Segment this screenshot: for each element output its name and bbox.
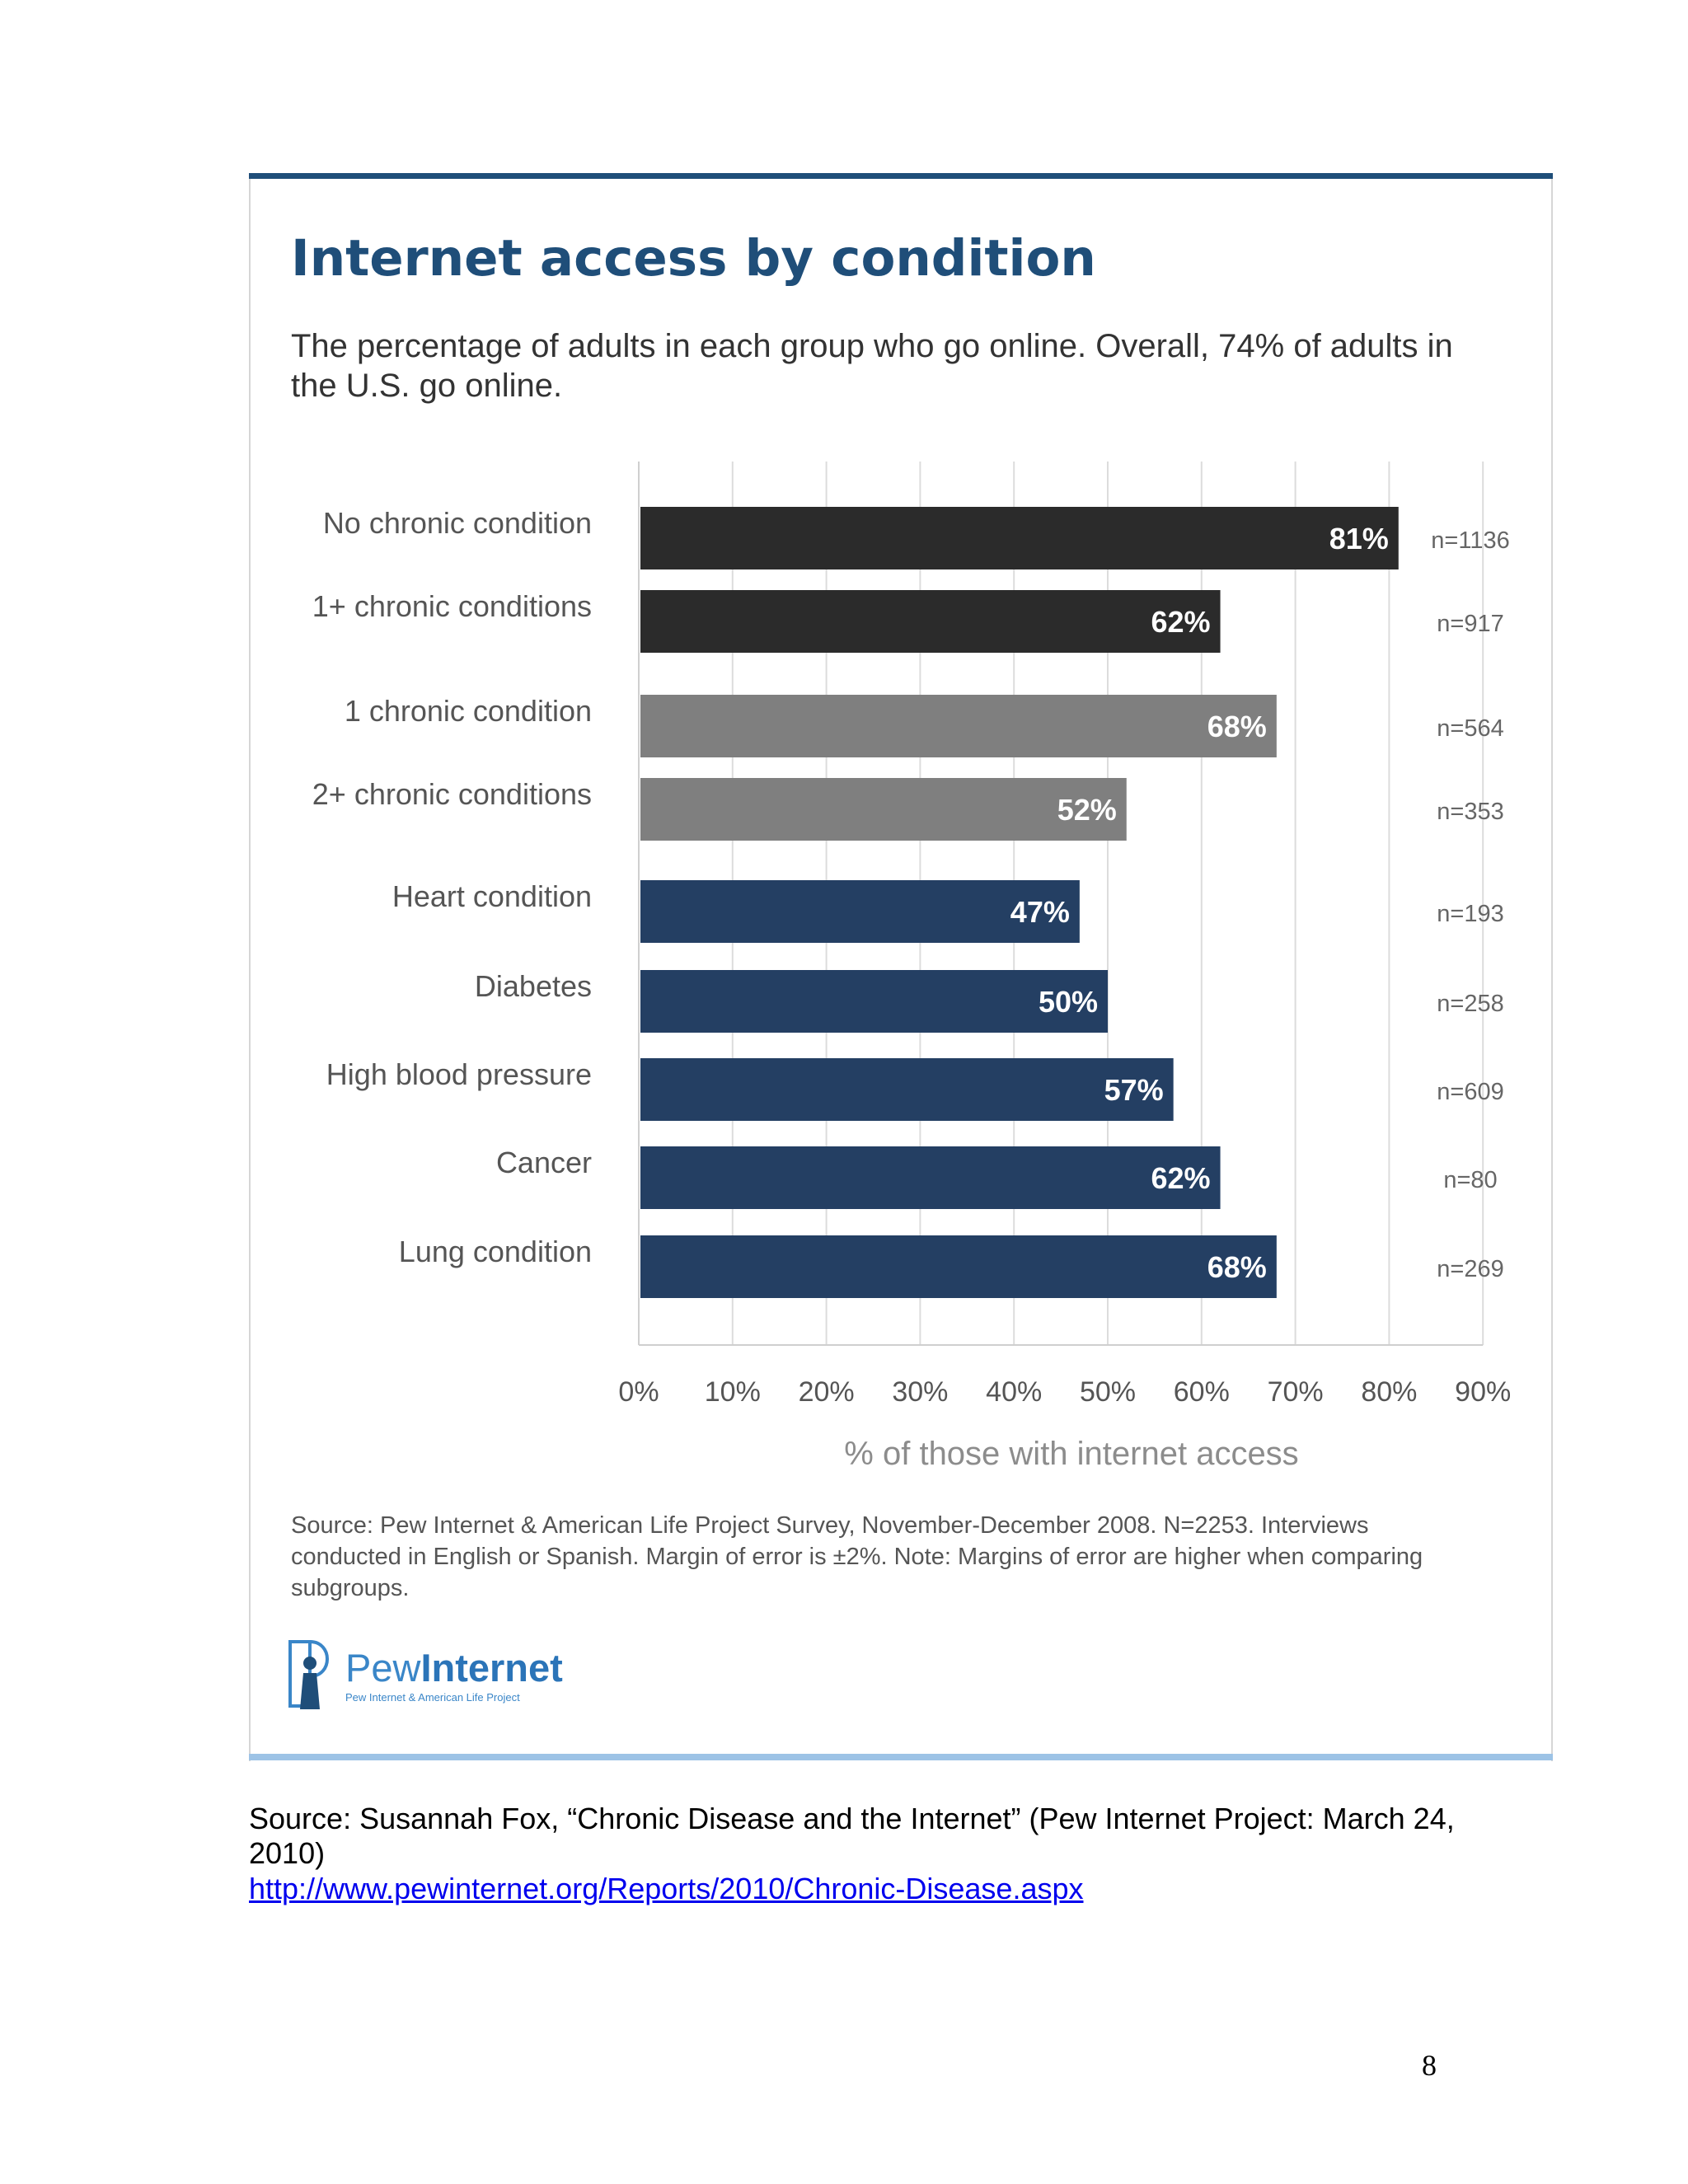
sample-size-label: n=609 (1437, 1079, 1503, 1105)
sample-size-label: n=353 (1437, 799, 1503, 825)
x-tick-label: 20% (799, 1376, 855, 1408)
pew-internet-logo: PewInternet Pew Internet & American Life… (285, 1638, 565, 1714)
labels: 0% 10% 20% 30% 40% 50% 60% 70% 80% 90% 81% No chron… (312, 506, 1511, 1408)
x-tick-label: 40% (986, 1376, 1042, 1408)
top-rule (249, 173, 1553, 179)
pew-logo-tagline: Pew Internet & American Life Project (345, 1691, 520, 1704)
category-label: 1+ chronic conditions (312, 589, 592, 623)
bar (640, 695, 1277, 757)
sample-size-label: n=917 (1437, 611, 1503, 637)
bar (640, 590, 1221, 653)
x-tick-label: 0% (618, 1376, 659, 1408)
category-label: Heart condition (392, 879, 592, 913)
figure-frame (249, 173, 1553, 1761)
category-label: No chronic condition (323, 506, 592, 540)
x-tick-label: 30% (892, 1376, 948, 1408)
sample-size-label: n=1136 (1431, 527, 1509, 554)
figure-caption: Source: Susannah Fox, “Chronic Disease a… (249, 1802, 1455, 1870)
bar-value-label: 68% (1207, 710, 1267, 743)
bar (640, 970, 1108, 1033)
x-tick-label: 50% (1080, 1376, 1136, 1408)
sample-size-label: n=258 (1437, 991, 1503, 1017)
bar-value-label: 57% (1104, 1073, 1164, 1107)
bar (640, 778, 1127, 841)
bar-chart: 0% 10% 20% 30% 40% 50% 60% 70% 80% 90% 81% No chron… (312, 462, 1511, 1472)
x-tick-label: 70% (1268, 1376, 1324, 1408)
chart-subtitle: The percentage of adults in each group w… (291, 328, 1453, 404)
x-tick-label: 60% (1174, 1376, 1230, 1408)
category-label: Lung condition (399, 1235, 592, 1268)
x-tick-label: 10% (705, 1376, 761, 1408)
chart-title: Internet access by condition (291, 229, 1096, 288)
pew-logo-icon (288, 1640, 329, 1709)
bar (640, 507, 1399, 569)
bar-value-label: 68% (1207, 1250, 1267, 1284)
x-tick-label: 90% (1455, 1376, 1511, 1408)
bar (640, 1146, 1221, 1209)
sample-size-label: n=80 (1443, 1167, 1497, 1193)
bar (640, 880, 1080, 943)
pew-logo-wordmark: PewInternet (345, 1646, 563, 1690)
bars (640, 507, 1399, 1298)
category-label: 1 chronic condition (345, 694, 592, 728)
x-axis-label: % of those with internet access (844, 1436, 1298, 1472)
bar (640, 1058, 1174, 1121)
bottom-rule (249, 1754, 1553, 1760)
category-label: High blood pressure (326, 1057, 592, 1091)
bar-value-label: 52% (1057, 793, 1117, 827)
sample-size-label: n=193 (1437, 901, 1503, 927)
bar-value-label: 62% (1151, 605, 1210, 639)
source-note: Source: Pew Internet & American Life Pro… (291, 1512, 1423, 1601)
x-tick-label: 80% (1361, 1376, 1417, 1408)
page-number: 8 (1422, 2049, 1437, 2082)
bar-value-label: 81% (1329, 522, 1389, 555)
source-link[interactable]: http://www.pewinternet.org/Reports/2010/… (249, 1872, 1084, 1905)
sample-size-label: n=564 (1437, 715, 1503, 742)
bar-value-label: 50% (1039, 985, 1098, 1019)
bar-value-label: 62% (1151, 1161, 1210, 1195)
category-label: 2+ chronic conditions (312, 777, 592, 811)
bar-value-label: 47% (1010, 895, 1070, 929)
category-label: Cancer (496, 1146, 592, 1179)
bar (640, 1235, 1277, 1298)
sample-size-label: n=269 (1437, 1256, 1503, 1282)
category-label: Diabetes (475, 969, 592, 1003)
